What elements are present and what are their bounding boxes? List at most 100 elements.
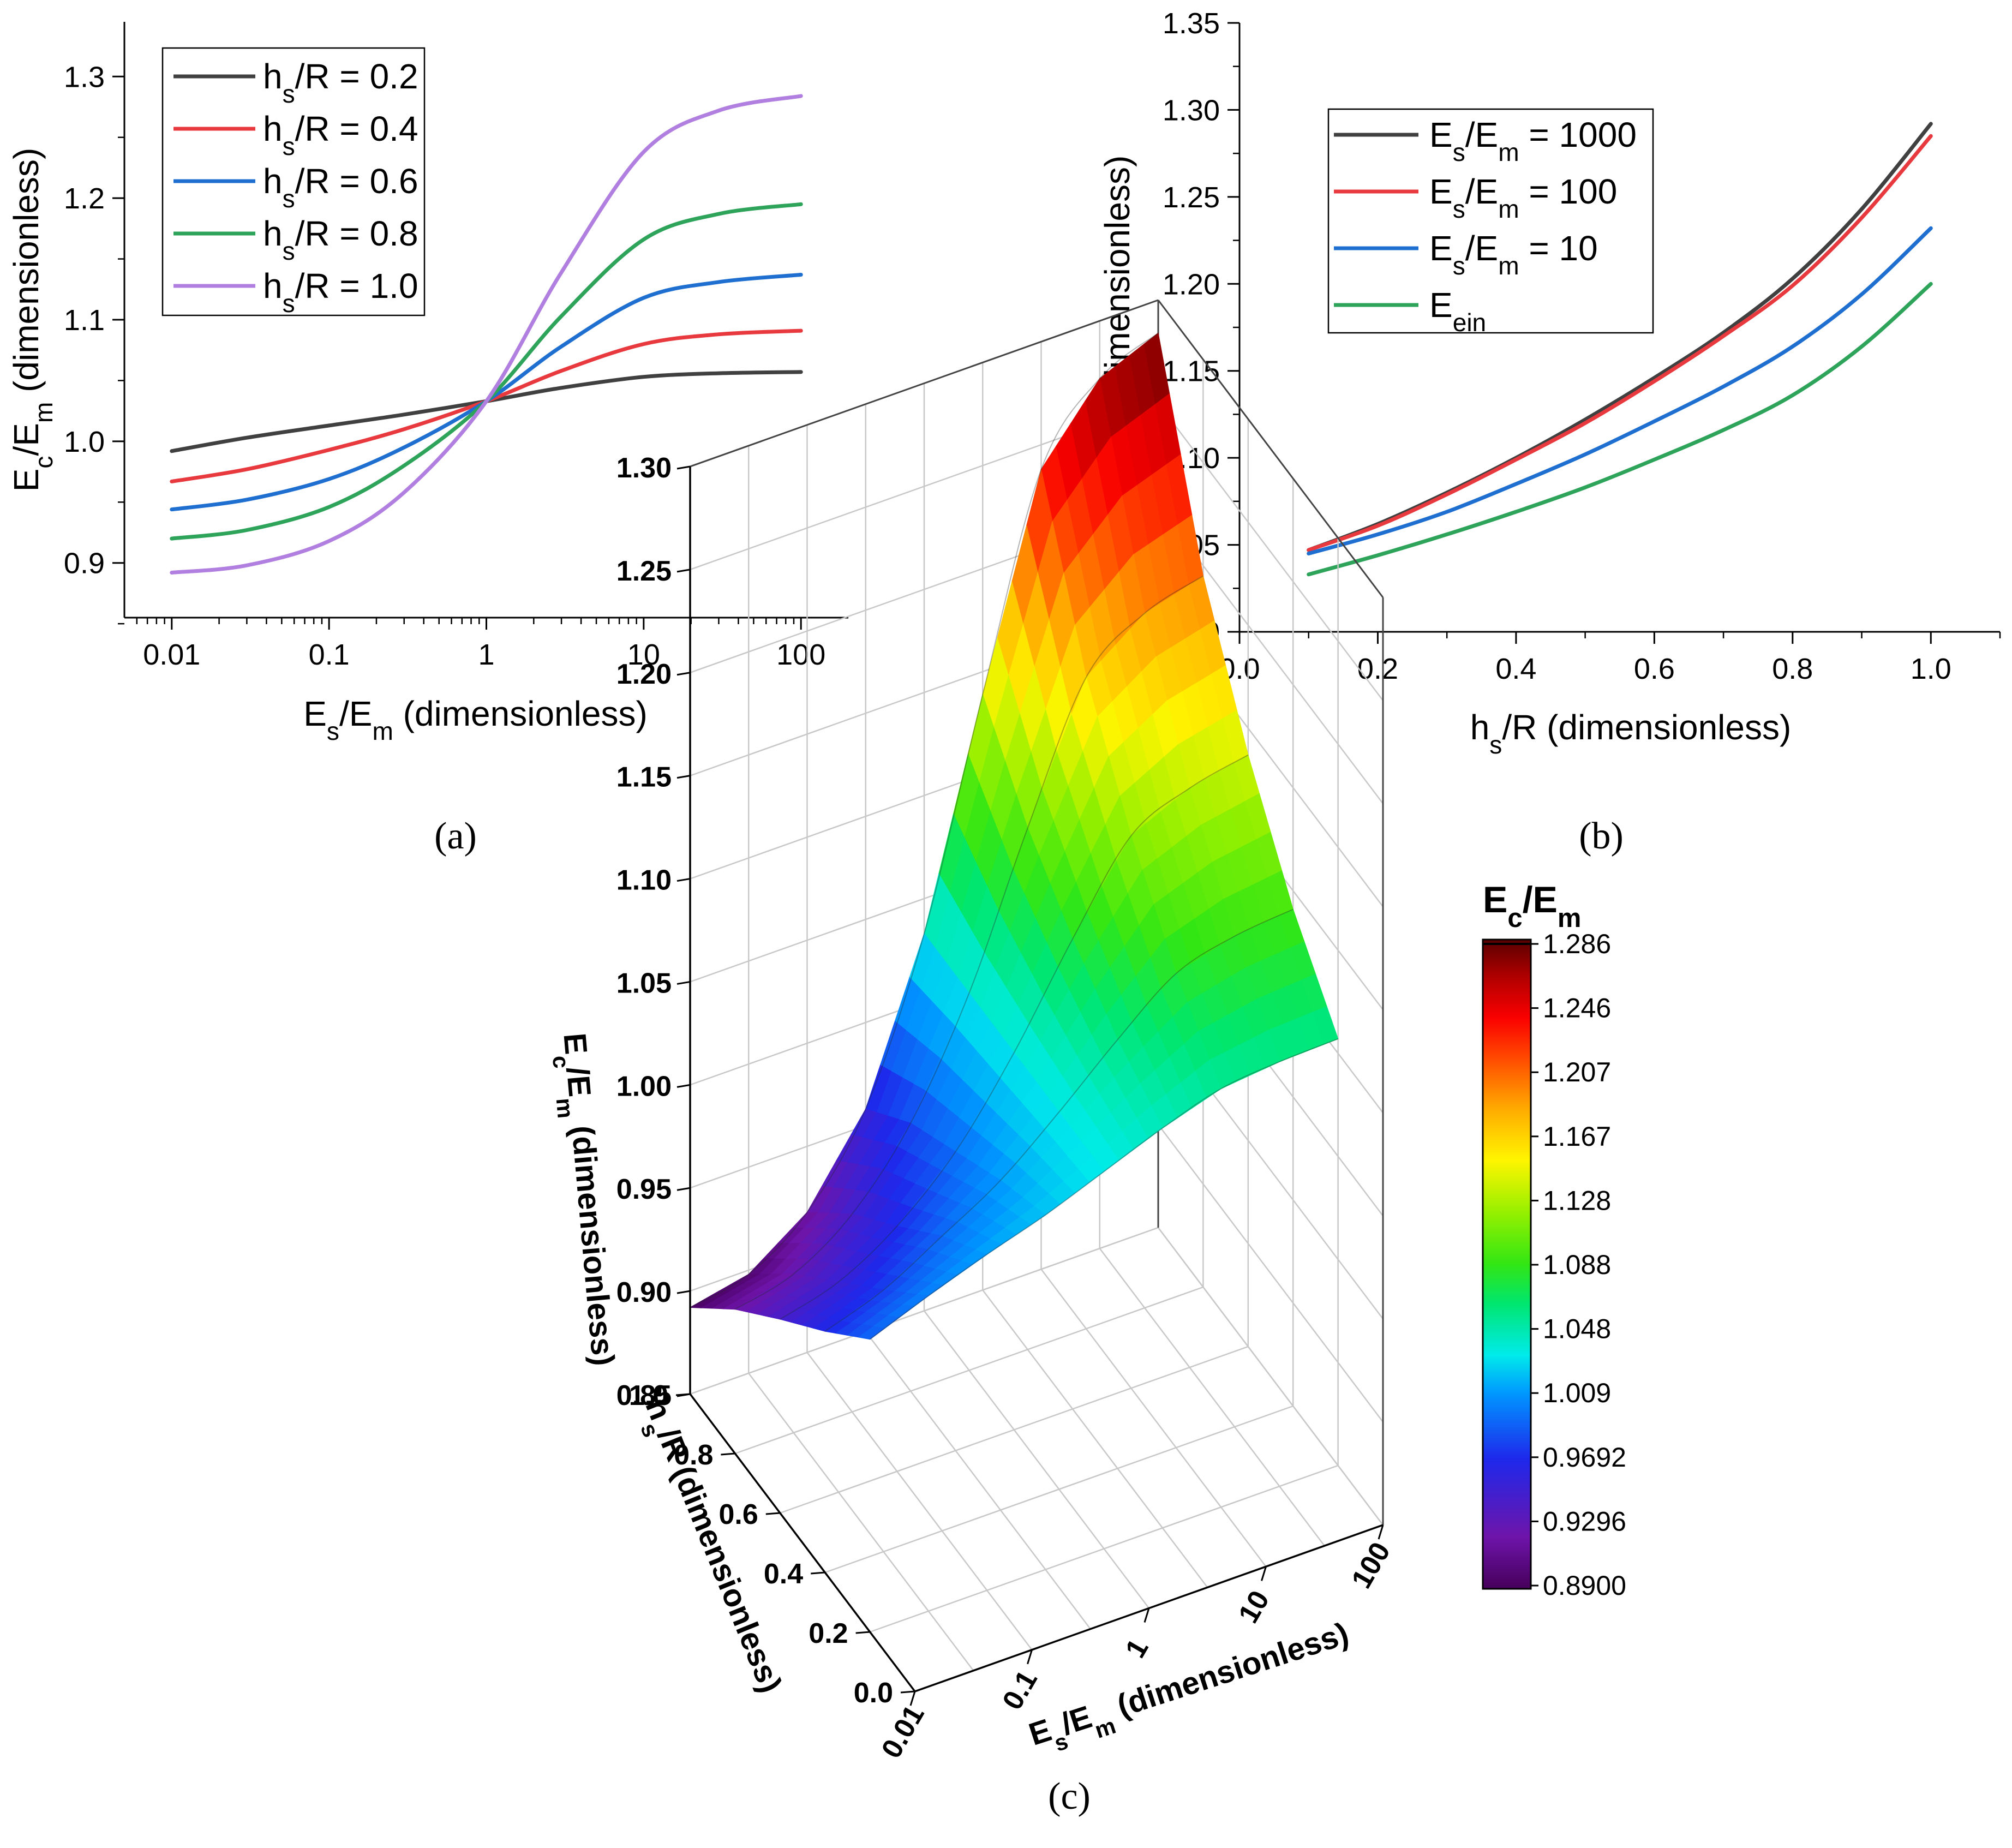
colorbar-tick-label: 1.048 — [1543, 1314, 1611, 1344]
y-tick-label: 1.3 — [64, 61, 105, 93]
y-tick-label: 0.8 — [674, 1439, 713, 1471]
series-line-4 — [1307, 282, 1933, 577]
legend-label: hs/R = 0.6 — [263, 162, 418, 213]
z-tick-label: 1.15 — [616, 762, 672, 793]
z-tick — [676, 1393, 691, 1397]
grid-line — [865, 1331, 1091, 1630]
y-tick-label: 1.15 — [1163, 355, 1220, 388]
x-tick-label: 1 — [1119, 1634, 1155, 1663]
grid-line — [1158, 1227, 1384, 1526]
surface-gridline — [870, 1038, 1338, 1340]
x-tick-label: 0.01 — [143, 638, 200, 671]
y-tick-label: 1.30 — [1163, 94, 1220, 127]
x-tick-label: 0.1 — [309, 638, 350, 671]
panel-label-b: (b) — [1579, 815, 1624, 857]
grid-line — [982, 1289, 1208, 1588]
y-tick-label: 0.0 — [854, 1677, 893, 1709]
x-tick-label: 0.6 — [1634, 653, 1675, 685]
y-tick-label: 1.0 — [64, 426, 105, 458]
legend-label: Eein — [1429, 285, 1486, 337]
colorbar-tick-label: 1.088 — [1543, 1249, 1611, 1280]
x-tick-label: 0.4 — [1495, 653, 1536, 685]
surface-gridline — [824, 908, 1294, 1332]
series-line-2 — [170, 328, 803, 483]
z-tick-label: 0.95 — [616, 1174, 672, 1205]
legend-label: hs/R = 0.4 — [263, 109, 418, 160]
x-axis-title: Es/Em (dimensionless) — [1025, 1616, 1356, 1762]
y-tick-label: 1.20 — [1163, 268, 1220, 301]
z-tick-label: 1.05 — [616, 967, 672, 999]
colorbar-tick-label: 1.167 — [1543, 1121, 1611, 1152]
x-tick-label: 10 — [627, 638, 660, 671]
colorbar-tick-label: 1.128 — [1543, 1185, 1611, 1216]
x-tick — [1378, 1524, 1384, 1540]
z-tick-label: 0.85 — [616, 1380, 672, 1412]
x-tick-label: 1 — [478, 638, 494, 671]
frame-edge — [1157, 300, 1384, 598]
surface — [688, 332, 1339, 1340]
legend-label: hs/R = 1.0 — [263, 266, 418, 318]
x-tick-label: 10 — [1232, 1586, 1276, 1629]
grid-line — [734, 1286, 1203, 1455]
colorbar-tick-label: 0.9296 — [1543, 1506, 1626, 1536]
colorbar-tick-label: 0.9692 — [1543, 1442, 1626, 1473]
y-tick — [765, 1512, 780, 1515]
z-tick-label: 0.90 — [616, 1277, 672, 1308]
y-tick-label: 0.2 — [809, 1618, 848, 1649]
colorbar-tick-label: 1.286 — [1543, 929, 1611, 959]
series-line-5 — [170, 94, 803, 575]
legend-label: Es/Em = 100 — [1429, 172, 1617, 223]
z-tick — [676, 878, 691, 882]
y-axis-line — [689, 1393, 916, 1692]
z-tick-label: 1.30 — [616, 452, 672, 484]
surface-gridline — [780, 754, 1249, 1320]
x-tick — [1027, 1649, 1033, 1665]
series-line-2 — [1307, 134, 1933, 552]
frame-edge — [690, 299, 1159, 468]
colorbar-tick-label: 0.8900 — [1543, 1570, 1626, 1601]
y-tick-label: 0.6 — [719, 1499, 758, 1530]
z-tick-label: 1.10 — [616, 865, 672, 896]
grid-line — [748, 1373, 974, 1671]
y-tick-label: 0.9 — [64, 547, 105, 580]
chart-panel-a: 0.01 0.1 1 10 100 0.9 1.0 1.1 1.2 1.3 Es/Em (dimen… — [7, 22, 848, 857]
y-tick-label: 1.35 — [1163, 7, 1220, 40]
z-tick-label: 1.20 — [616, 659, 672, 690]
x-tick-label: 0.8 — [1772, 653, 1813, 685]
grid-line — [1158, 1124, 1384, 1422]
x-tick — [1143, 1608, 1150, 1623]
z-tick — [676, 1290, 691, 1294]
y-tick-label: 1.1 — [64, 304, 105, 337]
y-tick-label: 0.4 — [764, 1558, 803, 1590]
grid-line — [806, 1351, 1033, 1650]
legend: hs/R = 0.2hs/R = 0.4hs/R = 0.6hs/R = 0.8… — [161, 47, 426, 318]
z-tick — [676, 1084, 691, 1088]
y-tick — [721, 1452, 735, 1456]
colorbar-title: Ec/Em — [1483, 879, 1581, 933]
colorbar-tick-label: 1.246 — [1543, 993, 1611, 1024]
x-tick-label: 0.1 — [997, 1665, 1044, 1715]
y-tick — [855, 1631, 870, 1634]
y-tick-label: 1.25 — [1163, 181, 1220, 214]
z-axis-title: Ec/Em (dimensionless) — [546, 1032, 621, 1368]
legend-box — [1327, 108, 1654, 334]
colorbar-tick-label: 1.009 — [1543, 1378, 1611, 1408]
series-line-1 — [170, 370, 803, 453]
grid-line — [780, 1345, 1249, 1514]
colorbar — [1482, 938, 1532, 1590]
z-tick — [676, 672, 691, 676]
panel-label-c: (c) — [1048, 1775, 1091, 1817]
z-tick — [676, 1187, 691, 1191]
x-axis-title: hs/R (dimensionless) — [1470, 708, 1792, 759]
surface-gridline — [690, 332, 1159, 1308]
z-tick-label: 1.00 — [616, 1070, 672, 1102]
x-tick-label: 1.0 — [1911, 653, 1951, 685]
grid-line — [1158, 403, 1384, 701]
x-tick — [909, 1691, 916, 1706]
panel-label-a: (a) — [434, 815, 477, 857]
surface-gridline — [734, 575, 1203, 1310]
z-tick — [676, 775, 691, 779]
legend-label: hs/R = 0.8 — [263, 214, 418, 265]
